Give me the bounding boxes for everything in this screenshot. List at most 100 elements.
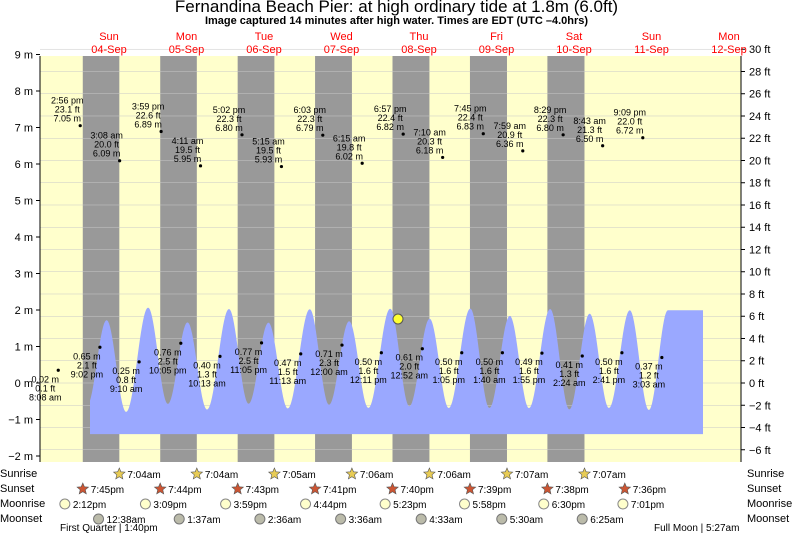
high-tide-meters: 6.83 m: [457, 122, 485, 132]
high-tide-meters: 6.72 m: [616, 126, 644, 136]
high-tide-feet: 22.4 ft: [458, 113, 484, 123]
low-tide-meters: 0.40 m: [193, 360, 221, 370]
day-date-label: 06-Sep: [246, 44, 281, 56]
right-axis-tick-label: 20 ft: [749, 155, 770, 167]
moonset-row-label-left: Moonset: [0, 513, 43, 525]
chart-subtitle: Image captured 14 minutes after high wat…: [204, 15, 589, 27]
right-axis-tick-label: 12 ft: [749, 244, 770, 256]
low-tide-time: 9:02 pm: [71, 369, 104, 379]
low-tide-time: 2:24 am: [553, 378, 586, 388]
sunset-time: 7:41pm: [323, 485, 356, 496]
low-tide-meters: 0.47 m: [274, 358, 302, 368]
high-tide-dot: [198, 164, 203, 168]
moonrise-time: 3:59pm: [234, 500, 267, 511]
low-tide-feet: 2.5 ft: [158, 356, 179, 366]
left-axis-tick-label: 5 m: [15, 196, 33, 208]
right-axis-tick-label: −4 ft: [749, 423, 771, 435]
moonset-icon: [93, 513, 105, 525]
low-tide-time: 11:13 am: [269, 376, 306, 386]
right-axis-tick-label: −2 ft: [749, 400, 771, 412]
high-tide-meters: 6.50 m: [576, 134, 604, 144]
low-tide-feet: 1.6 ft: [599, 366, 620, 376]
low-tide-dot: [660, 355, 664, 360]
left-axis-tick-label: 6 m: [15, 159, 33, 171]
low-tide-feet: 1.6 ft: [479, 366, 500, 376]
high-tide-dot: [401, 132, 405, 136]
right-axis-tick-label: 10 ft: [749, 267, 770, 279]
low-tide-dot: [259, 341, 264, 345]
moonrise-icon: [459, 498, 471, 510]
right-axis-tick-label: 18 ft: [749, 178, 770, 190]
right-axis-tick-label: 4 ft: [749, 333, 764, 345]
high-tide-feet: 22.4 ft: [378, 113, 404, 123]
left-axis-tick-label: 4 m: [15, 232, 33, 244]
low-tide-dot: [460, 351, 464, 355]
right-axis-tick-label: 6 ft: [749, 311, 764, 323]
high-tide-dot: [561, 133, 565, 137]
left-axis-tick-label: 1 m: [15, 342, 33, 354]
day-name-label: Mon: [176, 31, 197, 43]
right-axis-tick-label: 14 ft: [749, 222, 770, 234]
high-tide-meters: 7.05 m: [53, 114, 81, 124]
low-tide-meters: 0.77 m: [235, 347, 263, 357]
first-quarter-label: First Quarter | 1:40pm: [60, 523, 158, 534]
day-name-label: Sun: [99, 31, 119, 43]
low-tide-dot: [500, 351, 504, 355]
day-date-label: 10-Sep: [556, 44, 591, 56]
low-tide-dot: [580, 354, 584, 358]
high-tide-dot: [321, 133, 325, 137]
low-tide-dot: [420, 347, 424, 351]
day-date-label: 08-Sep: [401, 44, 436, 56]
sunset-star: [540, 482, 554, 495]
low-tide-meters: 0.50 m: [435, 357, 463, 367]
moonrise-icon: [139, 498, 151, 510]
moonset-icon: [415, 513, 427, 525]
day-date-label: 12-Sep: [711, 44, 746, 56]
high-tide-dot: [521, 149, 525, 153]
day-name-label: Sun: [642, 31, 662, 43]
sunset-star: [618, 482, 632, 495]
right-axis-tick-label: −6 ft: [749, 445, 771, 457]
high-tide-feet: 22.6 ft: [136, 111, 162, 121]
sunset-star: [76, 482, 90, 495]
day-date-label: 09-Sep: [479, 44, 514, 56]
day-name-label: Fri: [490, 31, 503, 43]
sunrise-star: [422, 467, 436, 480]
sunrise-row-label-left: Sunrise: [0, 468, 38, 480]
right-axis-tick-label: 2 ft: [749, 356, 764, 368]
high-tide-feet: 22.3 ft: [538, 114, 564, 124]
left-axis-tick-label: 9 m: [15, 50, 33, 62]
high-tide-meters: 6.80 m: [215, 123, 243, 133]
moonrise-icon: [379, 498, 391, 510]
low-tide-time: 12:11 pm: [350, 375, 387, 385]
moonset-icon: [335, 513, 347, 525]
right-axis-tick-label: 8 ft: [749, 289, 764, 301]
low-tide-meters: 0.41 m: [555, 360, 583, 370]
day-name-label: Tue: [255, 31, 274, 43]
right-axis-tick-label: 0 ft: [749, 378, 764, 390]
left-axis-tick-label: 2 m: [15, 305, 33, 317]
sunset-time: 7:36pm: [633, 485, 666, 496]
high-tide-feet: 19.8 ft: [337, 142, 363, 152]
high-tide-time: 4:11 am: [172, 136, 204, 146]
high-tide-time: 2:56 pm: [51, 96, 84, 106]
high-tide-dot: [360, 161, 364, 165]
moonset-icon: [254, 513, 266, 525]
sunset-time: 7:40pm: [401, 485, 434, 496]
high-tide-time: 5:15 am: [252, 137, 285, 147]
high-tide-meters: 6.79 m: [296, 123, 324, 133]
high-tide-meters: 6.89 m: [134, 120, 162, 130]
high-tide-meters: 5.95 m: [174, 154, 202, 164]
sunrise-time: 7:04am: [127, 470, 160, 481]
high-tide-meters: 6.82 m: [376, 122, 404, 132]
low-tide-feet: 1.5 ft: [278, 367, 299, 377]
low-tide-meters: 0.71 m: [315, 349, 343, 359]
sunrise-star: [190, 467, 204, 480]
day-name-label: Mon: [718, 31, 739, 43]
day-date-label: 04-Sep: [91, 44, 126, 56]
moonrise-icon: [300, 498, 312, 510]
full-moon-label: Full Moon | 5:27am: [654, 523, 740, 534]
day-date-label: 05-Sep: [169, 44, 204, 56]
moonset-icon: [576, 513, 588, 525]
left-axis-tick-label: −2 m: [8, 451, 33, 463]
